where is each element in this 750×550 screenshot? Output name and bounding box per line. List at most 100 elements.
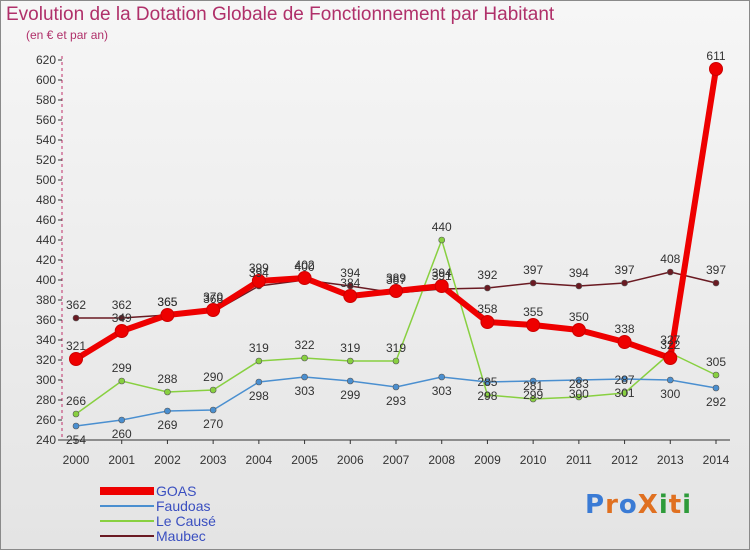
y-tick-label: 420 (36, 253, 56, 267)
data-label: 321 (66, 339, 86, 353)
data-point (301, 354, 308, 362)
data-label: 283 (569, 377, 589, 391)
y-tick-label: 600 (36, 73, 56, 87)
data-label: 270 (203, 417, 223, 431)
data-point (164, 388, 171, 396)
data-point (438, 373, 446, 381)
y-tick-label: 440 (36, 233, 56, 247)
y-tick-label: 340 (36, 333, 56, 347)
y-tick-label: 620 (36, 53, 56, 67)
x-tick-label: 2011 (566, 453, 592, 467)
data-label: 319 (249, 341, 269, 355)
data-point (301, 373, 308, 381)
data-point (392, 383, 400, 391)
x-tick-label: 2009 (474, 453, 501, 467)
data-label: 322 (295, 338, 315, 352)
x-tick-label: 2000 (63, 453, 90, 467)
data-label: 303 (432, 384, 452, 398)
data-point (663, 351, 678, 365)
data-label: 322 (660, 338, 680, 352)
data-label: 298 (249, 389, 269, 403)
data-point (526, 318, 541, 332)
data-label: 440 (432, 220, 452, 234)
data-label: 319 (386, 341, 406, 355)
data-label: 350 (569, 310, 589, 324)
x-tick-label: 2006 (337, 453, 364, 467)
data-label: 327 (660, 333, 680, 347)
logo-letter: i (658, 490, 669, 520)
data-point (617, 335, 632, 349)
data-label: 394 (340, 266, 360, 280)
data-point (297, 271, 312, 285)
data-label: 370 (203, 290, 223, 304)
x-tick-label: 2010 (520, 453, 547, 467)
data-label: 391 (432, 269, 452, 283)
logo-letter: o (618, 490, 638, 520)
data-point (575, 393, 583, 401)
data-label: 299 (112, 361, 132, 375)
y-tick-label: 380 (36, 293, 56, 307)
data-label: 389 (386, 271, 406, 285)
legend-swatch (100, 520, 154, 522)
data-labels-layer: 362 362 365 368 394 400 394 387 391 392 397 394 397 4… (66, 49, 726, 447)
data-label: 300 (660, 387, 680, 401)
legend-label: Faudoas (156, 498, 211, 514)
data-label: 408 (660, 252, 680, 266)
data-point (209, 406, 217, 414)
data-label: 400 (295, 260, 315, 274)
data-label: 349 (112, 311, 132, 325)
logo-letter: i (682, 490, 693, 520)
data-point (621, 389, 628, 397)
data-label: 399 (249, 261, 269, 275)
proxiti-logo: ProXiti (585, 490, 692, 520)
data-label: 292 (706, 395, 726, 409)
data-label: 254 (66, 433, 86, 447)
y-tick-label: 300 (36, 373, 56, 387)
data-label: 392 (477, 268, 497, 282)
chart-title: Evolution de la Dotation Globale de Fonc… (6, 4, 555, 25)
data-label: 301 (615, 386, 635, 400)
y-tick-label: 560 (36, 113, 56, 127)
data-point (206, 303, 221, 317)
data-label: 299 (340, 388, 360, 402)
data-point (346, 357, 354, 365)
data-point (434, 279, 449, 293)
data-point (343, 289, 358, 303)
data-point (118, 314, 126, 322)
data-point (69, 352, 83, 366)
y-tick-label: 580 (36, 93, 56, 107)
data-point (164, 407, 171, 415)
data-label: 288 (157, 372, 177, 386)
data-label: 365 (157, 295, 177, 309)
data-label: 397 (706, 263, 726, 277)
data-label: 300 (569, 387, 589, 401)
data-label: 397 (615, 263, 635, 277)
y-tick-label: 260 (36, 413, 56, 427)
data-label: 397 (523, 263, 543, 277)
data-label: 368 (203, 292, 223, 306)
data-point (72, 410, 80, 418)
logo-letter: t (668, 490, 683, 520)
data-point (389, 284, 403, 298)
data-point (712, 371, 720, 379)
data-label: 266 (66, 394, 86, 408)
data-label: 384 (340, 276, 360, 290)
data-label: 358 (477, 302, 497, 316)
logo-letter: X (637, 490, 659, 520)
data-point (484, 391, 491, 399)
y-tick-label: 280 (36, 393, 56, 407)
y-tick-label: 540 (36, 133, 56, 147)
data-point (712, 384, 720, 392)
y-tick-label: 480 (36, 193, 56, 207)
data-point (72, 422, 80, 430)
series-layer (69, 62, 723, 430)
data-label: 355 (523, 305, 543, 319)
data-label: 394 (569, 266, 589, 280)
data-point (209, 386, 217, 394)
data-label: 394 (249, 266, 269, 280)
data-label: 293 (386, 394, 406, 408)
data-point (255, 378, 263, 386)
data-point (114, 324, 129, 338)
legend-swatch (100, 505, 154, 507)
x-tick-label: 2005 (291, 453, 318, 467)
